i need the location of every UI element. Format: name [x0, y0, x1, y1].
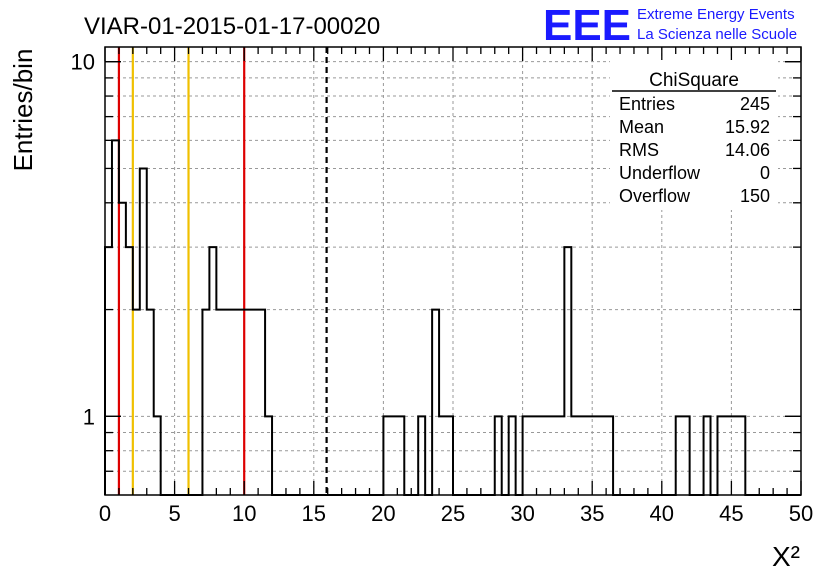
stats-underflow-label: Underflow [619, 163, 701, 183]
x-tick-label: 0 [99, 501, 111, 526]
y-tick-label: 1 [83, 404, 95, 429]
y-tick-label: 10 [71, 50, 95, 75]
tick-labels: 0 5 10 15 20 25 30 35 40 45 50 1 10 [71, 50, 814, 526]
x-tick-label: 25 [441, 501, 465, 526]
logo-line-2: La Scienza nelle Scuole [637, 26, 797, 43]
stats-overflow-value: 150 [740, 186, 770, 206]
stats-title: ChiSquare [649, 70, 739, 91]
x-tick-label: 30 [510, 501, 534, 526]
stats-rms-label: RMS [619, 140, 659, 160]
stats-mean-value: 15.92 [725, 117, 770, 137]
stats-box: ChiSquare Entries 245 Mean 15.92 RMS 14.… [610, 60, 778, 210]
stats-underflow-value: 0 [760, 163, 770, 183]
x-tick-label: 40 [650, 501, 674, 526]
run-title: VIAR-01-2015-01-17-00020 [84, 13, 380, 40]
stats-rms-value: 14.06 [725, 140, 770, 160]
stats-box-background [610, 60, 778, 210]
logo-line-1: Extreme Energy Events [637, 6, 795, 23]
stats-mean-label: Mean [619, 117, 664, 137]
y-axis-label: Entries/bin [8, 49, 38, 172]
x-tick-label: 20 [371, 501, 395, 526]
stats-overflow-label: Overflow [619, 186, 691, 206]
x-tick-label: 50 [789, 501, 813, 526]
x-tick-label: 5 [168, 501, 180, 526]
x-axis-label: X² [772, 541, 800, 572]
stats-entries-label: Entries [619, 94, 675, 114]
x-tick-label: 10 [232, 501, 256, 526]
eee-logo: EEE [543, 1, 631, 50]
x-tick-label: 15 [302, 501, 326, 526]
x-tick-label: 45 [719, 501, 743, 526]
axes [104, 46, 802, 496]
reference-lines [117, 47, 328, 495]
stats-entries-value: 245 [740, 94, 770, 114]
x-tick-label: 35 [580, 501, 604, 526]
